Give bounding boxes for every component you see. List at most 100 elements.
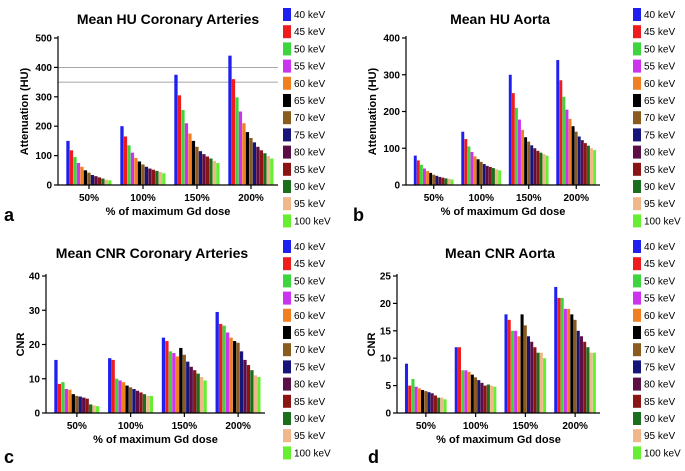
bar-50pct-85-keV (433, 395, 437, 413)
bar-100pct-100-keV (498, 170, 502, 185)
legend-label: 85 keV (644, 397, 675, 408)
bar-200pct-85-keV (583, 341, 587, 413)
bar-100pct-40-keV (108, 358, 112, 413)
bar-150pct-45-keV (165, 341, 169, 413)
legend-label: 65 keV (644, 96, 675, 107)
legend-label: 85 keV (294, 165, 325, 176)
bar-50pct-75-keV (78, 396, 82, 413)
x-tick-label: 150% (516, 193, 542, 204)
bar-100pct-45-keV (123, 136, 128, 185)
legend-label: 50 keV (294, 44, 325, 55)
legend-swatch (283, 326, 291, 339)
bar-50pct-40-keV (413, 155, 417, 185)
bar-150pct-95-keV (539, 352, 543, 413)
legend-swatch (283, 257, 291, 271)
bar-150pct-85-keV (536, 150, 540, 185)
bar-50pct-60-keV (68, 389, 72, 413)
bar-100pct-95-keV (490, 385, 494, 413)
bar-150pct-65-keV (524, 137, 528, 185)
bar-50pct-55-keV (423, 168, 426, 185)
y-tick-label: 0 (394, 181, 400, 192)
bar-200pct-50-keV (222, 325, 226, 413)
legend-swatch (283, 360, 291, 374)
legend-swatch (633, 274, 641, 288)
x-tick-label: 200% (563, 193, 589, 204)
bar-100pct-75-keV (477, 380, 481, 413)
bar-150pct-60-keV (517, 336, 521, 413)
legend-swatch (633, 291, 641, 305)
bar-200pct-100-keV (257, 377, 261, 413)
bar-100pct-40-keV (454, 347, 458, 413)
y-tick-label: 400 (383, 34, 400, 45)
bar-100pct-75-keV (132, 389, 136, 413)
legend-label: 95 keV (644, 199, 675, 210)
bar-200pct-95-keV (589, 352, 593, 413)
x-axis-label: % of maximum Gd dose (93, 434, 218, 446)
bar-100pct-85-keV (483, 385, 487, 413)
bar-50pct-100-keV (108, 180, 112, 185)
bar-200pct-75-keV (252, 142, 257, 185)
legend-swatch (633, 145, 641, 159)
bar-50pct-50-keV (73, 157, 77, 185)
legend-swatch (633, 360, 641, 374)
bar-200pct-85-keV (246, 365, 251, 413)
bar-200pct-40-keV (556, 60, 560, 185)
bar-50pct-80-keV (94, 176, 98, 185)
bar-100pct-55-keV (130, 152, 135, 185)
bar-100pct-100-keV (162, 173, 166, 185)
legend-swatch (283, 240, 291, 253)
bar-200pct-70-keV (236, 342, 240, 413)
bar-200pct-90-keV (586, 347, 590, 413)
bar-100pct-90-keV (155, 170, 159, 185)
bar-200pct-60-keV (229, 337, 233, 413)
legend-swatch (283, 343, 291, 357)
bar-50pct-45-keV (408, 385, 412, 413)
bar-200pct-50-keV (235, 97, 239, 185)
y-tick-label: 25 (380, 272, 392, 283)
legend-swatch (283, 412, 291, 425)
legend-swatch (283, 8, 291, 21)
legend-swatch (633, 240, 641, 253)
bar-200pct-40-keV (215, 311, 219, 413)
legend-swatch (283, 214, 291, 228)
bar-50pct-50-keV (419, 164, 423, 185)
bar-50pct-40-keV (404, 363, 409, 413)
bar-150pct-75-keV (530, 145, 534, 185)
bar-100pct-80-keV (480, 382, 484, 413)
y-tick-label: 40 (29, 272, 41, 283)
bar-150pct-80-keV (533, 148, 537, 185)
legend-label: 50 keV (644, 276, 675, 287)
legend-swatch (633, 42, 641, 56)
legend-label: 60 keV (644, 79, 675, 90)
legend-label: 95 keV (294, 199, 325, 210)
bar-50pct-55-keV (414, 386, 418, 413)
bar-100pct-90-keV (491, 168, 495, 185)
bar-200pct-45-keV (219, 323, 223, 413)
bar-100pct-60-keV (467, 371, 471, 413)
x-tick-label: 50% (424, 193, 444, 204)
bar-100pct-55-keV (464, 370, 468, 413)
bar-50pct-100-keV (450, 179, 454, 185)
bar-150pct-70-keV (195, 146, 199, 185)
bar-50pct-45-keV (416, 160, 420, 185)
y-tick-label: 200 (35, 122, 52, 133)
bar-150pct-45-keV (507, 319, 511, 413)
y-tick-label: 20 (380, 299, 392, 310)
legend-swatch (283, 25, 291, 39)
bar-100pct-90-keV (486, 384, 490, 413)
bar-50pct-90-keV (101, 178, 105, 185)
x-tick-label: 100% (463, 421, 489, 432)
legend-swatch (633, 214, 641, 228)
legend-label: 45 keV (294, 27, 325, 38)
legend-label: 65 keV (644, 328, 675, 339)
legend-swatch (633, 429, 641, 443)
bar-100pct-45-keV (457, 347, 461, 413)
bar-150pct-75-keV (198, 151, 203, 185)
bar-100pct-80-keV (135, 390, 140, 413)
bar-50pct-90-keV (89, 404, 93, 413)
panel-d: Mean CNR Aorta 50% 100% 150% 200% 0 5 10 15 20 25%… (366, 240, 681, 467)
bar-200pct-90-keV (250, 370, 254, 413)
bar-50pct-65-keV (71, 394, 75, 413)
